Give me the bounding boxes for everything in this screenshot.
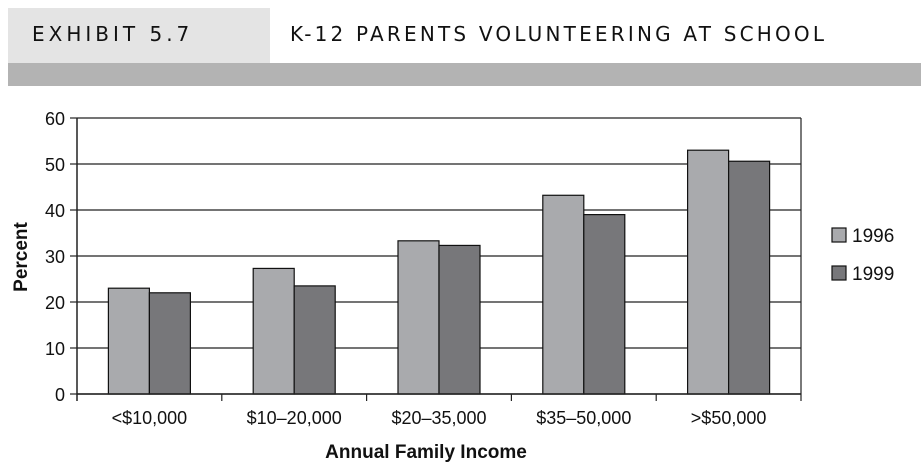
header-rule bbox=[8, 63, 921, 86]
legend-swatch-1996 bbox=[831, 227, 847, 243]
x-tick-label: >$50,000 bbox=[691, 408, 767, 428]
bar-1996-2 bbox=[397, 240, 440, 395]
bar-1999-1 bbox=[293, 285, 336, 395]
bar-1999-2 bbox=[438, 244, 481, 395]
exhibit-header: EXHIBIT 5.7 K-12 PARENTS VOLUNTEERING AT… bbox=[0, 0, 921, 63]
y-axis-label: Percent bbox=[11, 221, 32, 291]
bar-1996-4 bbox=[686, 149, 730, 395]
bars bbox=[107, 149, 771, 395]
exhibit-number: EXHIBIT 5.7 bbox=[32, 22, 194, 46]
bar-1999-4 bbox=[727, 160, 771, 395]
x-axis-label: Annual Family Income bbox=[325, 442, 527, 463]
y-tick-label: 20 bbox=[45, 293, 65, 313]
x-tick-label: <$10,000 bbox=[112, 408, 188, 428]
axes: 0 10 20 30 40 50 60 <$10,000 $10–20,000 $20–35,00… bbox=[45, 109, 802, 428]
x-tick-label: $10–20,000 bbox=[247, 408, 342, 428]
bar-1996-1 bbox=[252, 267, 295, 395]
bar-1996-3 bbox=[542, 194, 585, 395]
y-tick-label: 0 bbox=[55, 385, 65, 405]
y-tick-label: 10 bbox=[45, 339, 65, 359]
y-tick-label: 40 bbox=[45, 201, 65, 221]
y-tick-label: 30 bbox=[45, 247, 65, 267]
bar-1999-3 bbox=[583, 214, 626, 395]
legend-label-1996: 1996 bbox=[852, 226, 894, 247]
y-tick-label: 60 bbox=[45, 109, 65, 129]
legend-label-1999: 1999 bbox=[852, 264, 894, 285]
exhibit-title: K-12 PARENTS VOLUNTEERING AT SCHOOL bbox=[290, 22, 828, 46]
legend-swatch-1999 bbox=[831, 265, 847, 281]
bar-1996-0 bbox=[107, 287, 151, 395]
exhibit-box bbox=[8, 8, 270, 63]
y-tick-label: 50 bbox=[45, 155, 65, 175]
bar-1999-0 bbox=[148, 292, 191, 395]
x-tick-label: $35–50,000 bbox=[536, 408, 631, 428]
x-tick-label: $20–35,000 bbox=[391, 408, 486, 428]
legend: 1996 1999 bbox=[831, 226, 894, 285]
